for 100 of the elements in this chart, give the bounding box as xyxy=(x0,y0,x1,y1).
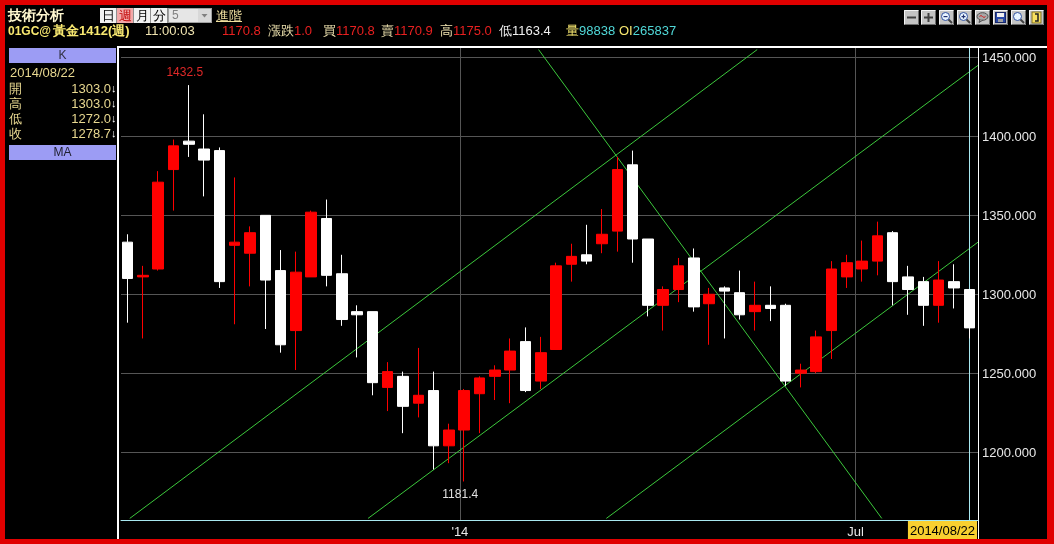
ref-line-label: 2014/08/22 xyxy=(909,523,975,538)
text: 週 xyxy=(117,8,134,23)
candlestick xyxy=(305,210,317,278)
candlestick xyxy=(581,224,592,265)
text: 1272.0 xyxy=(70,111,111,126)
text: 進階 xyxy=(216,8,242,23)
candlestick xyxy=(566,243,577,283)
candlestick xyxy=(550,262,562,351)
text: 1170.8 xyxy=(222,23,261,38)
candlestick xyxy=(826,260,837,360)
candlestick xyxy=(458,388,470,482)
text: 月 xyxy=(134,8,151,23)
candlestick xyxy=(780,303,791,387)
candlestick xyxy=(688,247,700,313)
candlestick xyxy=(122,233,133,324)
candlestick xyxy=(810,330,822,374)
candlestick xyxy=(321,199,332,287)
text: 1175.0 xyxy=(453,23,492,38)
candlestick xyxy=(489,364,501,401)
text: 高 xyxy=(440,23,453,38)
x-tick-label: '14 xyxy=(451,524,469,539)
y-tick-label: 1350.000 xyxy=(982,207,1037,223)
y-tick-label: 1200.000 xyxy=(982,444,1037,460)
text: ↓ xyxy=(111,81,117,96)
text: 1170.8 xyxy=(336,23,375,38)
text: 買 xyxy=(323,23,336,38)
text: ↓ xyxy=(111,111,117,126)
y-tick-label: 1450.000 xyxy=(982,49,1037,65)
text: OI xyxy=(619,23,633,38)
y-tick-label: 1300.000 xyxy=(982,286,1037,302)
text: 11:00:03 xyxy=(145,23,195,38)
text: 1.0 xyxy=(294,23,313,38)
text: ↓ xyxy=(111,96,117,111)
candlestick xyxy=(443,423,455,464)
text: 日 xyxy=(100,8,117,23)
candlestick xyxy=(719,285,730,339)
text: 1163.4 xyxy=(512,23,551,38)
text: 漲跌 xyxy=(268,23,294,38)
text: 高 xyxy=(9,96,22,111)
candlestick xyxy=(535,336,547,390)
text: 265837 xyxy=(632,23,677,38)
candlestick xyxy=(428,371,439,470)
candlestick xyxy=(168,139,179,212)
text: 5 xyxy=(168,8,212,23)
candlestick xyxy=(703,287,715,346)
candlestick xyxy=(244,225,256,287)
candlestick xyxy=(642,238,654,317)
text: 1303.0 xyxy=(70,96,111,111)
candlestick xyxy=(520,326,531,393)
candlestick xyxy=(137,265,149,339)
candlestick xyxy=(673,257,684,303)
candlestick xyxy=(397,371,409,434)
y-tick-label: 1250.000 xyxy=(982,365,1037,381)
text: MA xyxy=(9,145,116,160)
candlestick xyxy=(734,270,745,321)
text: 低 xyxy=(499,23,512,38)
annotation: 1181.4 xyxy=(442,487,479,502)
text: 98838 xyxy=(579,23,616,38)
text: 1278.7 xyxy=(70,126,111,141)
candlestick xyxy=(872,221,883,276)
candlestick xyxy=(367,311,378,396)
text: 低 xyxy=(9,111,22,126)
candlestick xyxy=(596,208,608,254)
candlestick xyxy=(198,113,210,197)
candlestick xyxy=(933,260,944,324)
text: 開 xyxy=(9,81,22,96)
text: 黃金1412(週) xyxy=(53,23,130,38)
candlestick xyxy=(260,214,271,330)
candlestick xyxy=(336,254,348,327)
text: 2014/08/22 xyxy=(10,65,76,80)
candlestick xyxy=(856,240,868,283)
text: 01GC@ xyxy=(8,24,52,38)
candlestick xyxy=(749,281,761,332)
annotation: 1432.5 xyxy=(166,65,204,80)
text: 賣 xyxy=(381,23,394,38)
candlestick xyxy=(183,84,195,158)
candlestick xyxy=(504,337,516,404)
candlestick xyxy=(612,156,623,253)
chart-title: 技術分析 xyxy=(8,7,64,24)
text: 分 xyxy=(151,8,168,23)
text: K xyxy=(9,48,116,63)
candlestick xyxy=(765,285,776,322)
candlestick xyxy=(229,176,240,325)
candlestick xyxy=(290,251,302,371)
candlestick xyxy=(474,375,485,434)
candlestick xyxy=(964,289,975,339)
candlestick xyxy=(152,170,164,272)
candlestick xyxy=(795,363,807,388)
candlestick xyxy=(841,254,853,289)
y-tick-label: 1400.000 xyxy=(982,128,1037,144)
candlestick xyxy=(902,265,914,316)
candlestick xyxy=(275,249,286,354)
x-tick-label: Jul xyxy=(847,524,864,539)
text: 1170.9 xyxy=(394,23,433,38)
candlestick xyxy=(351,304,363,358)
candlestick xyxy=(918,276,929,327)
candlestick xyxy=(382,361,393,412)
text: 收 xyxy=(9,126,22,141)
candlestick xyxy=(627,150,638,264)
candlestick xyxy=(214,146,225,289)
